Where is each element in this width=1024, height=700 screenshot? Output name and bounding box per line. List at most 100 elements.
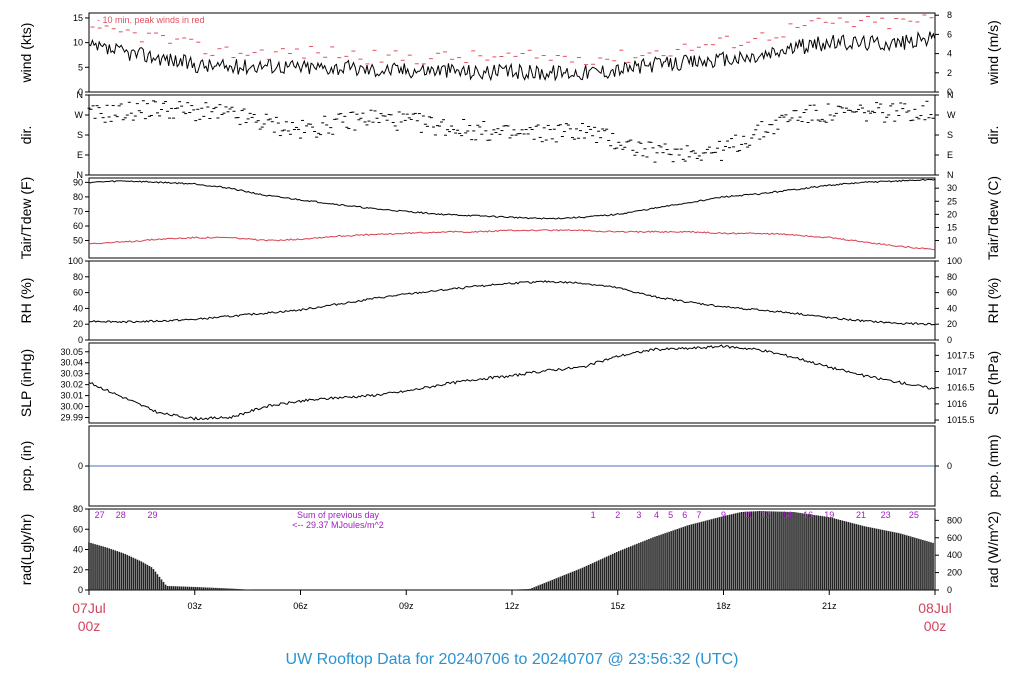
- left-tick-label: 0: [78, 461, 83, 471]
- right-tick-label: 1016: [947, 399, 967, 409]
- rad-count-label: 3: [636, 510, 641, 520]
- left-tick-label: 80: [73, 272, 83, 282]
- rad-count-label: 27: [95, 510, 105, 520]
- right-axis-label: wind (m/s): [985, 20, 1001, 86]
- rad-count-label: 28: [116, 510, 126, 520]
- series-line-0: [88, 178, 936, 220]
- left-tick-label: 60: [73, 524, 83, 534]
- left-tick-label: W: [75, 110, 84, 120]
- right-tick-label: N: [947, 170, 954, 180]
- series-line-0: [88, 280, 936, 326]
- series-line-0: [88, 344, 936, 421]
- right-axis-label: Tair/Tdew (C): [985, 176, 1001, 260]
- left-axis-label: Tair/Tdew (F): [18, 177, 34, 259]
- right-tick-label: 25: [947, 196, 957, 206]
- left-tick-label: 30.03: [60, 369, 83, 379]
- left-tick-label: 30.05: [60, 347, 83, 357]
- left-tick-label: 20: [73, 565, 83, 575]
- rad-count-label: 4: [654, 510, 659, 520]
- left-tick-label: 30.00: [60, 402, 83, 412]
- panel-2: Tair/Tdew (F) Tair/Tdew (C) 50 60 70 80 90 10 15…: [18, 176, 1001, 260]
- right-tick-label: 30: [947, 183, 957, 193]
- rad-count-label: 9: [721, 510, 726, 520]
- right-tick-label: 4: [947, 49, 952, 59]
- left-axis-label: rad(Lgly/hr): [18, 514, 34, 586]
- left-tick-label: 90: [73, 177, 83, 187]
- left-tick-label: 80: [73, 504, 83, 514]
- panel-annotation: - 10 min. peak winds in red: [97, 15, 205, 25]
- x-tick-label: 12z: [505, 601, 520, 611]
- right-axis-label: dir.: [985, 126, 1001, 145]
- x-tick-label: 18z: [716, 601, 731, 611]
- right-tick-label: 20: [947, 319, 957, 329]
- left-tick-label: 80: [73, 192, 83, 202]
- panel-frame: [88, 342, 936, 424]
- left-tick-label: 30.01: [60, 391, 83, 401]
- panel-6: rad(Lgly/hr) rad (W/m^2)02040608002004006…: [18, 504, 1001, 595]
- panel-0: wind (kts) wind (m/s) 0 5 10 15 0 2 4 6 8 - 10 min.…: [18, 10, 1001, 97]
- right-tick-label: 8: [947, 10, 952, 20]
- panel-frame: [88, 177, 936, 259]
- right-tick-label: E: [947, 150, 953, 160]
- right-tick-label: 1015.5: [947, 415, 975, 425]
- left-tick-label: 40: [73, 303, 83, 313]
- left-tick-label: 0: [78, 585, 83, 595]
- left-tick-label: 20: [73, 319, 83, 329]
- right-axis-label: RH (%): [985, 278, 1001, 324]
- right-tick-label: 60: [947, 288, 957, 298]
- right-tick-label: 0: [947, 335, 952, 345]
- rad-count-label: 16: [803, 510, 813, 520]
- left-tick-label: 70: [73, 206, 83, 216]
- right-tick-label: 10: [947, 236, 957, 246]
- panel-frame: [88, 260, 936, 341]
- left-tick-label: 60: [73, 288, 83, 298]
- left-tick-label: E: [77, 150, 83, 160]
- left-tick-label: 30.02: [60, 380, 83, 390]
- rad-count-label: 1: [591, 510, 596, 520]
- left-tick-label: 30.04: [60, 358, 83, 368]
- left-tick-label: 0: [78, 335, 83, 345]
- right-tick-label: 15: [947, 222, 957, 232]
- rad-count-label: 19: [824, 510, 834, 520]
- x-tick-label: 21z: [822, 601, 837, 611]
- rad-count-label: 6: [682, 510, 687, 520]
- rad-annotation-2: <-- 29.37 MJoules/m^2: [292, 520, 384, 530]
- left-axis-label: dir.: [18, 126, 34, 145]
- panel-4: SLP (inHg) SLP (hPa)29.9930.0030.0130.023…: [18, 342, 1001, 425]
- left-tick-label: 60: [73, 221, 83, 231]
- x-tick-label: 06z: [293, 601, 308, 611]
- right-tick-label: 100: [947, 256, 962, 266]
- right-axis-label: rad (W/m^2): [985, 511, 1001, 588]
- left-tick-label: N: [77, 170, 84, 180]
- right-tick-label: 40: [947, 303, 957, 313]
- right-tick-label: 600: [947, 533, 962, 543]
- left-tick-label: 5: [78, 62, 83, 72]
- left-tick-label: 10: [73, 38, 83, 48]
- right-tick-label: 1017.5: [947, 350, 975, 360]
- rad-count-label: 2: [615, 510, 620, 520]
- right-tick-label: 800: [947, 515, 962, 525]
- rad-count-label: 25: [909, 510, 919, 520]
- start-date-label: 07Jul: [72, 600, 105, 616]
- rad-count-label: 23: [881, 510, 891, 520]
- right-tick-label: 20: [947, 209, 957, 219]
- left-tick-label: 0: [78, 87, 83, 97]
- left-tick-label: S: [77, 130, 83, 140]
- rad-count-label: 14: [782, 510, 792, 520]
- left-tick-label: N: [77, 90, 84, 100]
- rad-count-label: 7: [696, 510, 701, 520]
- rad-count-label: 29: [147, 510, 157, 520]
- right-tick-label: 1017: [947, 367, 967, 377]
- right-axis-label: SLP (hPa): [985, 351, 1001, 415]
- figure-title: UW Rooftop Data for 20240706 to 20240707…: [286, 651, 739, 668]
- rad-count-label: 21: [856, 510, 866, 520]
- left-tick-label: 50: [73, 236, 83, 246]
- left-axis-label: wind (kts): [18, 23, 34, 84]
- right-tick-label: 400: [947, 550, 962, 560]
- right-tick-label: 2: [947, 68, 952, 78]
- right-tick-label: 0: [947, 585, 952, 595]
- rad-count-label: 12: [761, 510, 771, 520]
